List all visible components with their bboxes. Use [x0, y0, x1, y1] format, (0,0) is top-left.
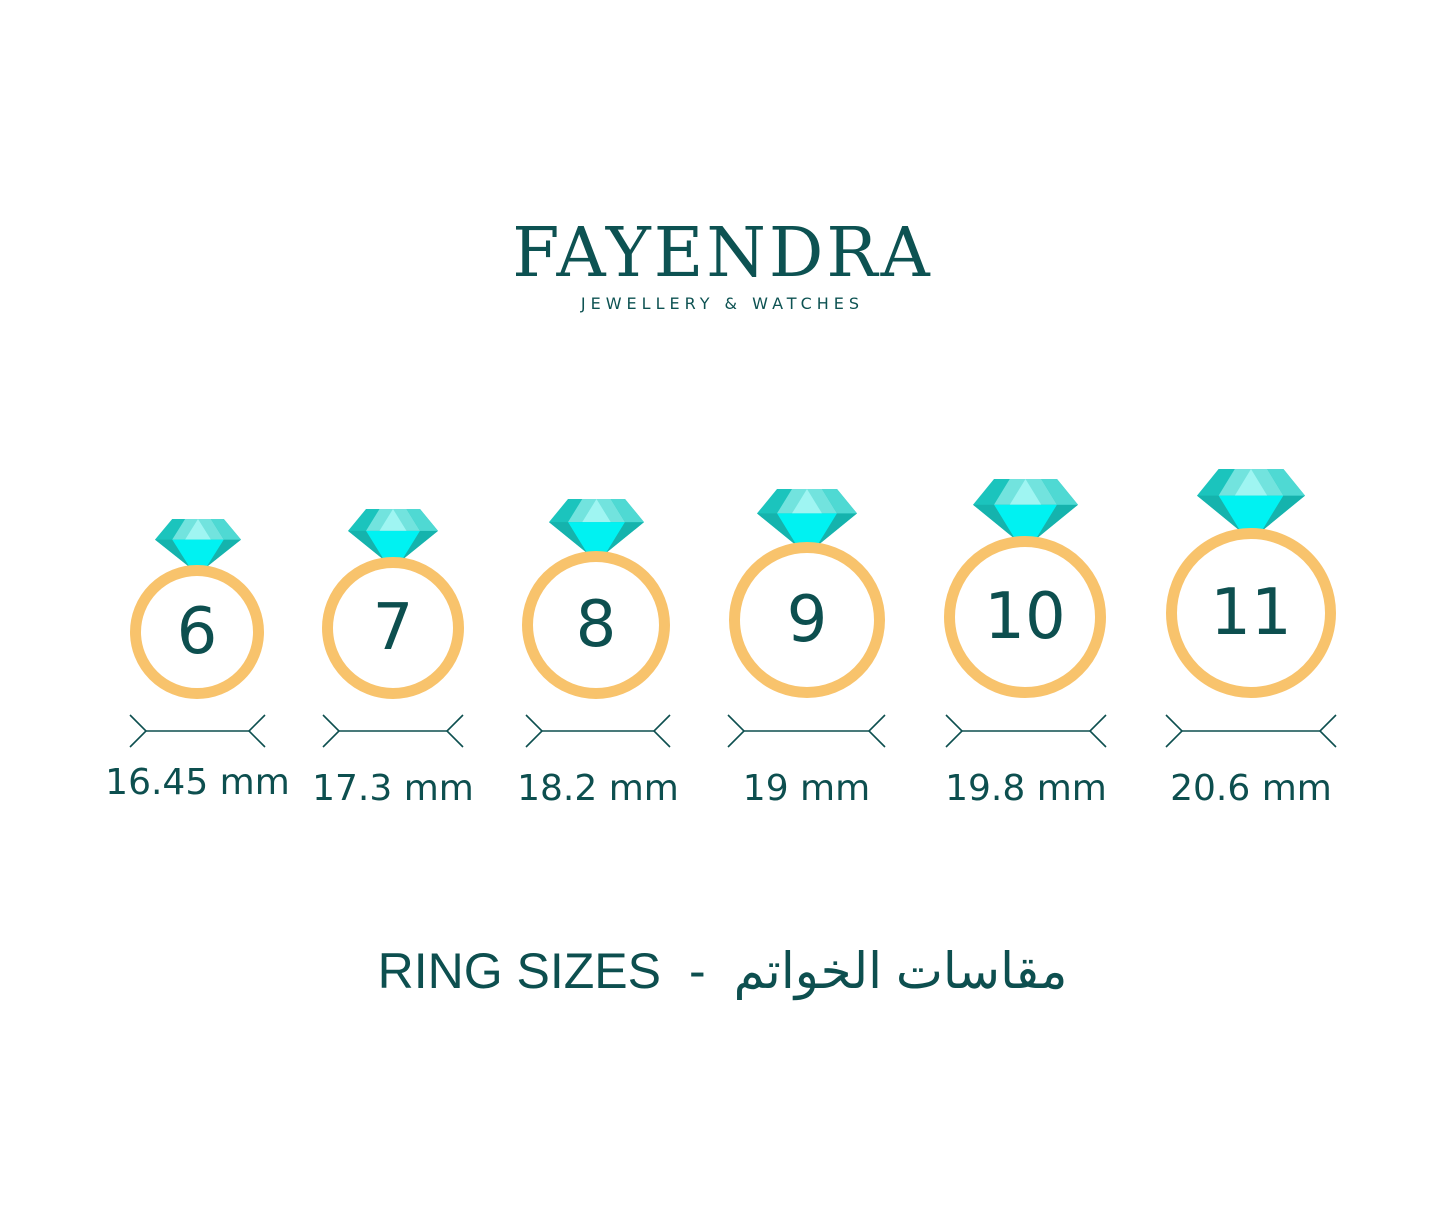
diamond-icon — [1197, 469, 1305, 531]
diamond-icon — [757, 489, 857, 546]
ring-icon: 9 — [729, 542, 885, 698]
measurement-arrow — [322, 714, 464, 748]
ring-size-number: 6 — [176, 595, 218, 669]
ring-size-number: 10 — [984, 580, 1066, 654]
diamond-icon — [549, 499, 644, 553]
ring-size-number: 7 — [372, 591, 414, 665]
ring-icon: 8 — [522, 551, 670, 699]
diamond-icon — [973, 479, 1078, 539]
diamond-icon — [155, 519, 241, 567]
brand-tagline: JEWELLERY & WATCHES — [580, 294, 865, 313]
measurement-arrow — [945, 714, 1107, 748]
ring-icon: 7 — [322, 557, 464, 699]
ring-diameter-label: 20.6 mm — [1170, 768, 1332, 809]
measurement-arrow — [1165, 714, 1337, 748]
brand-logo: FAYENDRA — [512, 214, 933, 293]
ring-size-number: 9 — [786, 583, 828, 657]
ring-diameter-label: 17.3 mm — [312, 768, 474, 809]
ring-diameter-label: 16.45 mm — [105, 762, 290, 803]
title-english: RING SIZES — [377, 943, 661, 999]
ring-icon: 11 — [1166, 528, 1336, 698]
ring-icon: 6 — [130, 565, 264, 699]
measurement-arrow — [525, 714, 671, 748]
diamond-icon — [348, 509, 438, 560]
ring-diameter-label: 18.2 mm — [517, 768, 679, 809]
ring-size-number: 8 — [575, 588, 617, 662]
page-title: RING SIZES - مقاسات الخواتم — [0, 942, 1445, 1000]
ring-diameter-label: 19 mm — [742, 768, 871, 809]
ring-icon: 10 — [944, 536, 1106, 698]
title-arabic: مقاسات الخواتم — [733, 943, 1068, 999]
ring-diameter-label: 19.8 mm — [945, 768, 1107, 809]
title-separator: - — [689, 943, 706, 999]
measurement-arrow — [727, 714, 886, 748]
measurement-arrow — [129, 714, 266, 748]
ring-size-number: 11 — [1210, 576, 1292, 650]
